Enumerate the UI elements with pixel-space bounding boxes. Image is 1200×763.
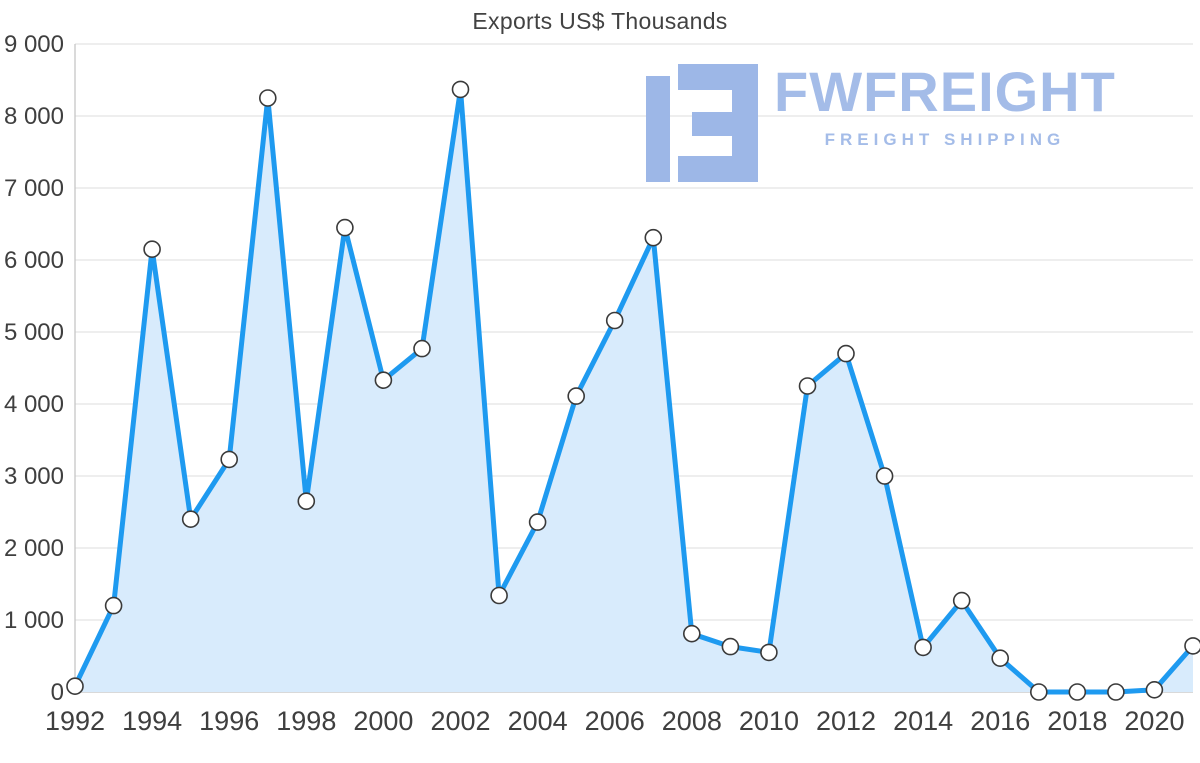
data-point-marker[interactable] <box>644 228 663 247</box>
data-point-marker[interactable] <box>567 387 586 405</box>
x-axis-tick-label: 2008 <box>662 706 722 736</box>
x-axis-tick-label: 2014 <box>893 706 953 736</box>
data-point-marker[interactable] <box>1030 683 1048 701</box>
x-axis-tick-label: 2012 <box>816 706 876 736</box>
watermark-logo: FWFREIGHT FREIGHT SHIPPING <box>646 64 1116 182</box>
data-point-marker[interactable] <box>914 638 932 657</box>
data-point-marker[interactable] <box>605 311 624 330</box>
x-axis-tick-label: 2004 <box>508 706 568 736</box>
y-axis-tick-label: 9 000 <box>4 31 64 58</box>
y-axis-tick-label: 5 000 <box>4 319 64 346</box>
x-axis-tick-label: 2006 <box>585 706 645 736</box>
x-axis-tick-label: 2018 <box>1047 706 1107 736</box>
data-point-marker[interactable] <box>104 596 123 615</box>
fwfreight-logo-icon <box>646 64 758 182</box>
data-point-marker[interactable] <box>413 339 431 358</box>
area-fill <box>75 89 1193 692</box>
x-axis-tick-label: 2000 <box>353 706 413 736</box>
data-point-marker[interactable] <box>258 89 277 107</box>
x-axis-tick-label: 2016 <box>970 706 1030 736</box>
logo-text-block: FWFREIGHT FREIGHT SHIPPING <box>774 64 1116 150</box>
x-axis-tick-label: 1998 <box>276 706 336 736</box>
x-axis-tick-label: 1992 <box>45 706 105 736</box>
x-axis-tick-label: 1994 <box>122 706 182 736</box>
data-point-marker[interactable] <box>1068 683 1087 701</box>
data-point-marker[interactable] <box>798 377 817 395</box>
x-axis-tick-label: 2010 <box>739 706 799 736</box>
data-point-marker[interactable] <box>490 586 508 605</box>
data-point-marker[interactable] <box>991 649 1010 668</box>
data-point-marker[interactable] <box>528 513 547 531</box>
data-point-marker[interactable] <box>682 624 701 643</box>
x-axis-tick-label: 2002 <box>430 706 490 736</box>
data-point-marker[interactable] <box>336 218 354 237</box>
data-point-marker[interactable] <box>721 637 740 656</box>
y-axis-tick-label: 3 000 <box>4 463 64 490</box>
logo-tagline-text: FREIGHT SHIPPING <box>824 130 1066 149</box>
y-axis-tick-label: 8 000 <box>4 103 64 130</box>
data-point-marker[interactable] <box>1145 680 1164 699</box>
data-point-marker[interactable] <box>66 677 84 696</box>
data-point-marker[interactable] <box>1184 637 1200 655</box>
data-point-marker[interactable] <box>760 643 778 662</box>
data-point-marker[interactable] <box>181 510 200 529</box>
data-point-marker[interactable] <box>220 450 238 469</box>
data-point-marker[interactable] <box>297 492 316 511</box>
y-axis-tick-label: 0 <box>51 679 64 706</box>
chart-title: Exports US$ Thousands <box>472 8 728 34</box>
data-point-marker[interactable] <box>374 371 393 390</box>
data-point-marker[interactable] <box>875 467 894 485</box>
y-axis-tick-label: 4 000 <box>4 391 64 418</box>
data-point-marker[interactable] <box>837 344 855 363</box>
logo-brand-text: FWFREIGHT <box>774 60 1116 123</box>
x-axis-tick-label: 2020 <box>1124 706 1184 736</box>
data-point-marker[interactable] <box>451 80 470 99</box>
y-axis-tick-label: 6 000 <box>4 247 64 274</box>
x-axis-tick-label: 1996 <box>199 706 259 736</box>
data-point-marker[interactable] <box>952 591 971 610</box>
y-axis-tick-label: 2 000 <box>4 535 64 562</box>
data-point-marker[interactable] <box>1107 683 1125 701</box>
data-point-marker[interactable] <box>143 240 161 258</box>
y-axis-tick-label: 7 000 <box>4 175 64 202</box>
y-axis-tick-label: 1 000 <box>4 607 64 634</box>
